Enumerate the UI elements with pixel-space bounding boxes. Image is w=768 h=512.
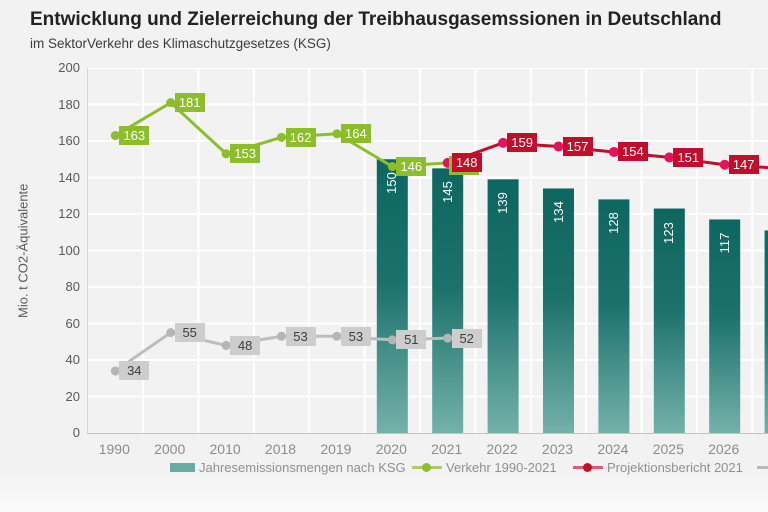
value-label-gray: 34	[119, 361, 150, 381]
x-tick-label: 2025	[652, 441, 684, 457]
lines-layer	[110, 98, 768, 376]
value-label-gray: 48	[230, 335, 261, 355]
value-label-gray: 55	[174, 323, 205, 343]
y-tick-label: 120	[58, 206, 80, 221]
bar-2023	[543, 188, 574, 433]
bar-2020	[376, 159, 408, 433]
value-label-red: 151	[673, 147, 704, 167]
x-tick-label: 2024	[597, 441, 629, 457]
y-tick-label: 20	[65, 388, 80, 404]
value-label-green: 162	[285, 127, 316, 147]
gray-line-swatch-icon	[757, 465, 768, 469]
x-tick-label: 1990	[98, 441, 130, 457]
y-tick-label: 100	[58, 242, 80, 258]
y-tick-label: 160	[58, 133, 80, 148]
x-tick-label: 2010	[209, 441, 241, 457]
data-point-gray	[277, 331, 286, 341]
value-label-green: 146	[396, 157, 427, 177]
data-point-gray	[332, 331, 342, 341]
data-point-projektion	[719, 159, 730, 170]
red-line-swatch-icon	[573, 462, 603, 472]
green-line-swatch-icon	[412, 462, 442, 472]
value-label-red: 148	[451, 153, 482, 173]
bar-2021	[432, 168, 464, 433]
data-point-projektion	[498, 137, 509, 148]
y-tick-label: 200	[58, 60, 80, 75]
x-tick-label: 2018	[264, 441, 297, 457]
x-tick-label: 2019	[320, 441, 352, 457]
value-label-gray: 53	[285, 326, 316, 346]
data-point-gray	[110, 366, 120, 376]
legend-item-clipped	[757, 459, 768, 475]
bar-2022	[487, 179, 519, 433]
value-label-green: 163	[119, 126, 150, 146]
y-tick-label: 0	[72, 425, 80, 440]
value-label-green: 181	[174, 93, 205, 113]
y-tick-label: 60	[65, 315, 80, 331]
y-axis-title: Mio. t CO2-Äquivalente	[15, 183, 31, 318]
x-tick-label: 2022	[486, 441, 518, 457]
data-point-gray	[443, 333, 453, 343]
plot-area: 150 145 139 134 128 123 117 34 55 48 53 53 51 52 163 18…	[87, 68, 768, 434]
bar-series-swatch-icon	[170, 462, 195, 472]
x-tick-label: 2020	[375, 441, 407, 457]
value-label-gray: 51	[396, 330, 427, 350]
data-point-verkehr	[332, 129, 342, 139]
data-point-gray	[221, 340, 231, 350]
y-tick-label: 140	[58, 169, 80, 185]
legend-item-verkehr: Verkehr 1990-2021	[412, 459, 557, 475]
data-point-verkehr	[166, 98, 176, 108]
value-label-red: 157	[562, 136, 593, 156]
value-label-gray: 52	[451, 328, 482, 348]
data-point-verkehr	[277, 132, 286, 142]
x-tick-label: 2000	[154, 441, 186, 457]
chart-subtitle: im SektorVerkehr des Klimaschutzgesetzes…	[30, 36, 331, 51]
legend-item-projektion: Projektionsbericht 2021	[573, 459, 743, 475]
value-label-red: 154	[617, 142, 648, 162]
value-label-red: 159	[507, 133, 538, 153]
bars-layer	[376, 159, 768, 433]
value-label-red: 147	[728, 155, 759, 175]
legend-label-projektion: Projektionsbericht 2021	[607, 459, 743, 475]
legend-item-bars: Jahresemissionsmengen nach KSG	[170, 459, 406, 475]
x-tick-label: 2021	[431, 441, 463, 457]
y-tick-label: 40	[65, 352, 80, 367]
bar-2026	[709, 219, 741, 433]
value-label-green: 153	[230, 144, 261, 164]
data-point-verkehr	[221, 149, 231, 159]
data-point-gray	[387, 335, 397, 345]
value-label-gray: 53	[340, 326, 371, 346]
data-point-projektion	[664, 152, 675, 163]
bar-2024	[598, 199, 630, 433]
value-label-green: 164	[340, 124, 371, 144]
legend-label-bars: Jahresemissionsmengen nach KSG	[199, 459, 406, 475]
data-point-verkehr	[110, 131, 120, 141]
bar-2025	[653, 208, 685, 433]
x-tick-label: 2026	[708, 441, 740, 457]
x-tick-label: 2023	[541, 441, 574, 457]
y-tick-label: 80	[65, 279, 80, 294]
chart-title: Entwicklung und Zielerreichung der Treib…	[30, 9, 722, 30]
legend-label-verkehr: Verkehr 1990-2021	[446, 459, 557, 475]
data-point-verkehr	[387, 162, 397, 172]
y-tick-label: 180	[58, 96, 80, 112]
data-point-projektion	[553, 141, 564, 152]
bar-clipped	[764, 230, 768, 433]
data-point-gray	[166, 328, 176, 338]
data-point-projektion	[608, 146, 619, 157]
